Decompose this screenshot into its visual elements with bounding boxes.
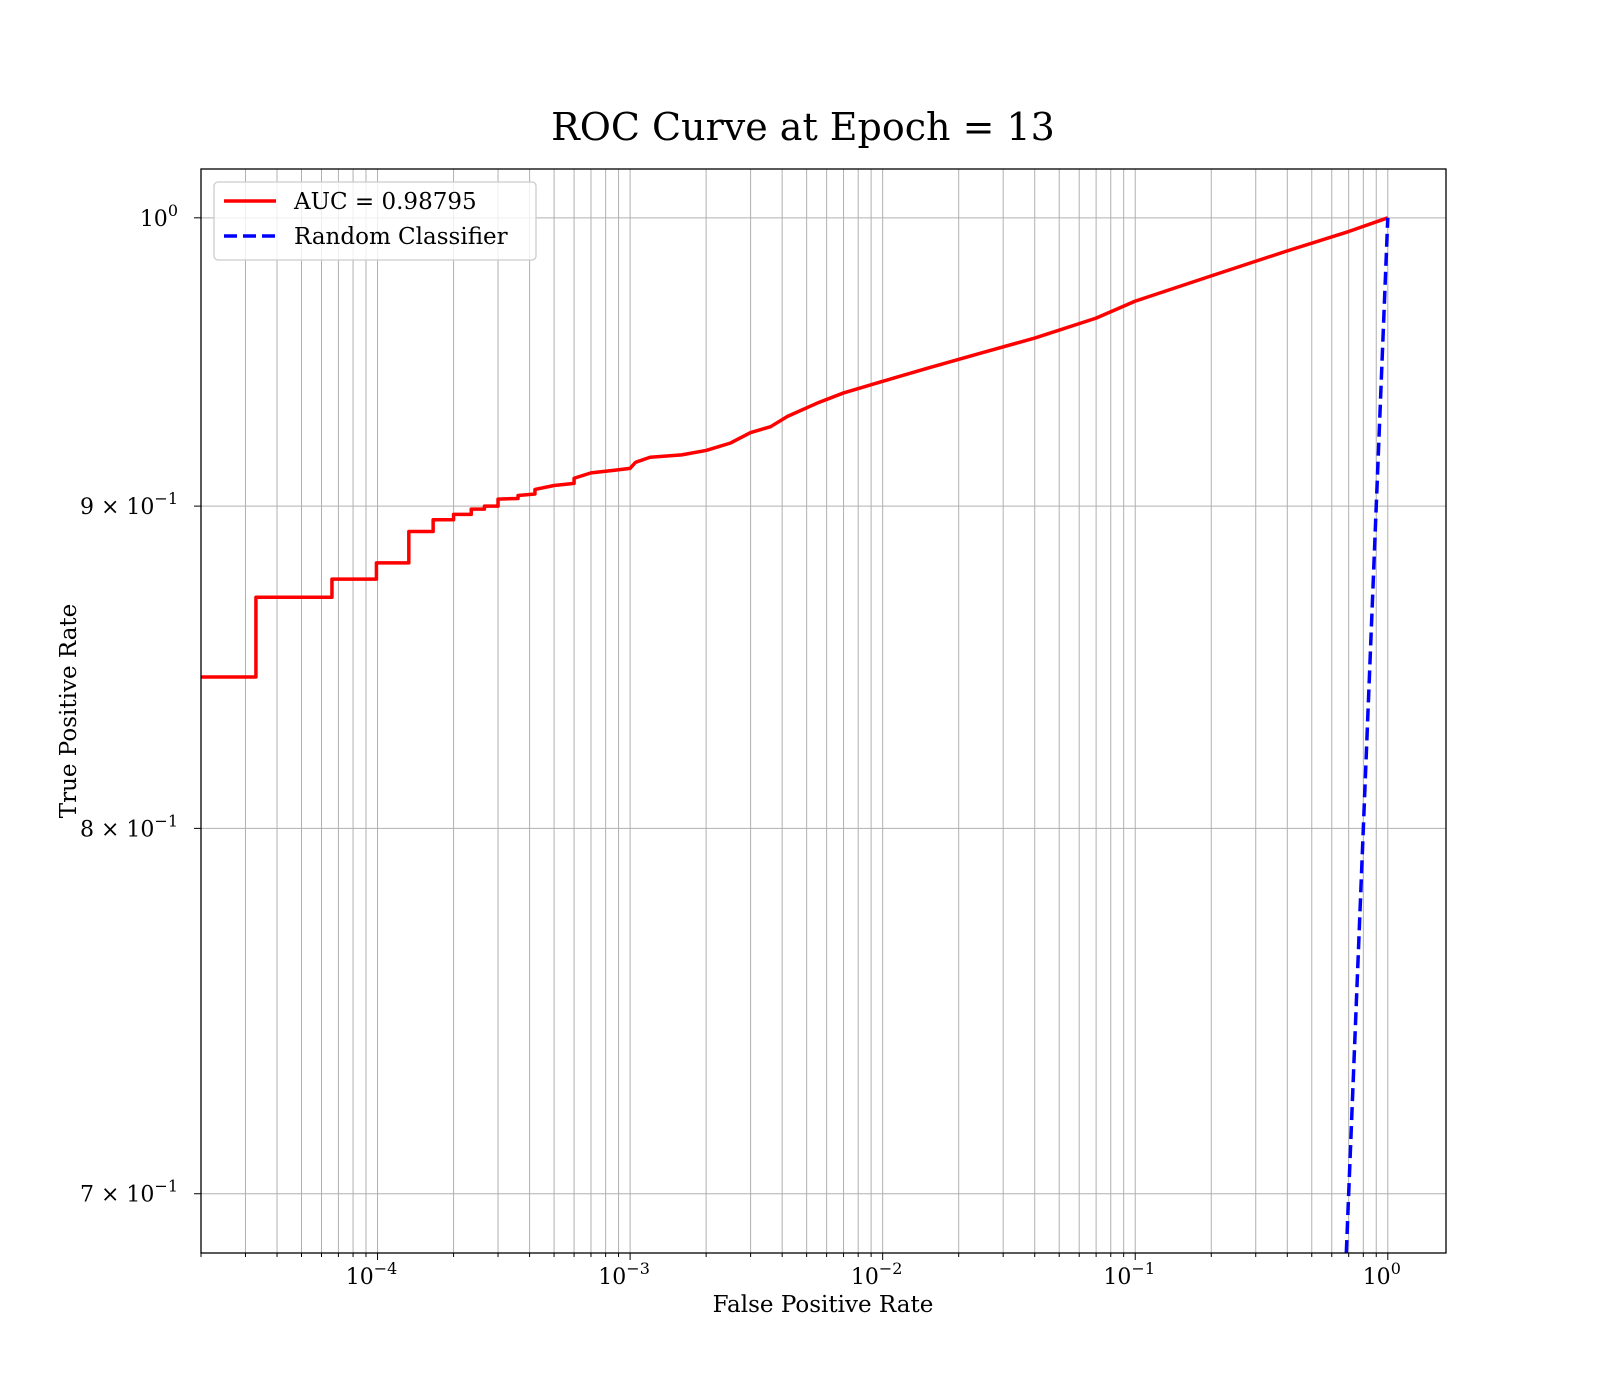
roc-curve-line xyxy=(201,216,1389,679)
x-tick-label: 10−4 xyxy=(346,1259,398,1290)
x-tick-label: 10−2 xyxy=(851,1259,903,1290)
legend-frame xyxy=(213,181,537,261)
plot-area xyxy=(201,216,1390,1253)
y-tick-label: 100 xyxy=(140,201,178,232)
x-tick-label: 10−1 xyxy=(1103,1259,1155,1290)
x-grid-lines xyxy=(200,169,1389,1253)
y-ticks: 100 9 × 10−1 8 × 10−1 7 × 10−1 xyxy=(80,201,201,1208)
y-tick-label: 7 × 10−1 xyxy=(80,1177,178,1208)
y-grid-lines xyxy=(201,217,1446,1195)
random-classifier-line xyxy=(1344,217,1390,1253)
x-ticks: 10−4 10−3 10−2 10−1 100 xyxy=(200,1253,1401,1290)
chart-title: ROC Curve at Epoch = 13 xyxy=(551,105,1055,149)
legend: AUC = 0.98795 Random Classifier xyxy=(213,181,537,261)
y-tick-label: 8 × 10−1 xyxy=(80,811,178,842)
x-tick-label: 100 xyxy=(1363,1259,1401,1290)
series-layer xyxy=(201,216,1390,1253)
x-axis-label: False Positive Rate xyxy=(713,1292,934,1318)
legend-label-auc: AUC = 0.98795 xyxy=(293,189,477,215)
y-tick-label: 9 × 10−1 xyxy=(80,489,178,520)
legend-label-random: Random Classifier xyxy=(294,224,508,250)
axes-frame xyxy=(200,168,1447,1254)
x-tick-label: 10−3 xyxy=(598,1259,650,1290)
y-axis-label: True Positive Rate xyxy=(56,604,82,819)
